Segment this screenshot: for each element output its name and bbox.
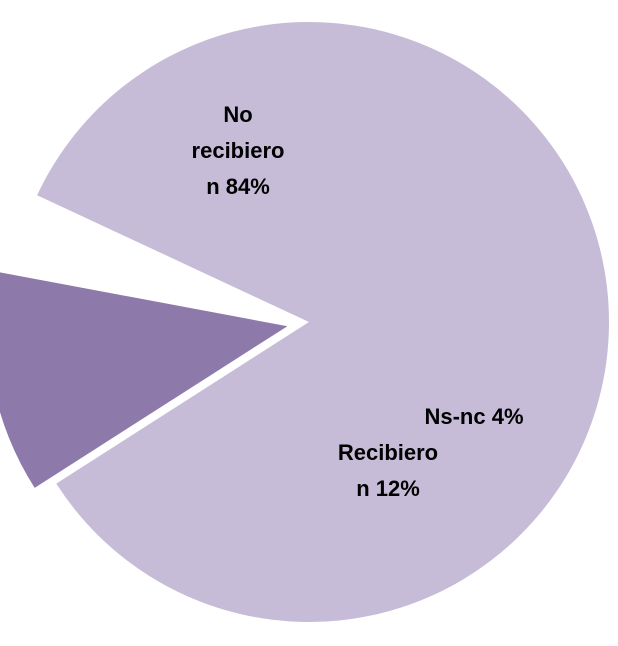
pie-slice-label-line: Ns-nc 4% <box>424 404 523 429</box>
pie-slice-label-2: Ns-nc 4% <box>424 404 523 429</box>
pie-slice-2 <box>0 188 289 316</box>
pie-slice-0 <box>37 22 609 623</box>
pie-slice-label-1: Recibiero n 12% <box>338 440 438 501</box>
pie-slice-label-line: n 12% <box>356 476 420 501</box>
pie-slice-label-line: Recibiero <box>338 440 438 465</box>
pie-slice-label-line: n 84% <box>206 174 270 199</box>
pie-slice-label-line: No <box>223 102 252 127</box>
pie-slice-label-0: No recibiero n 84% <box>192 102 285 199</box>
pie-slice-label-line: recibiero <box>192 138 285 163</box>
pie-slice-1 <box>0 272 288 488</box>
